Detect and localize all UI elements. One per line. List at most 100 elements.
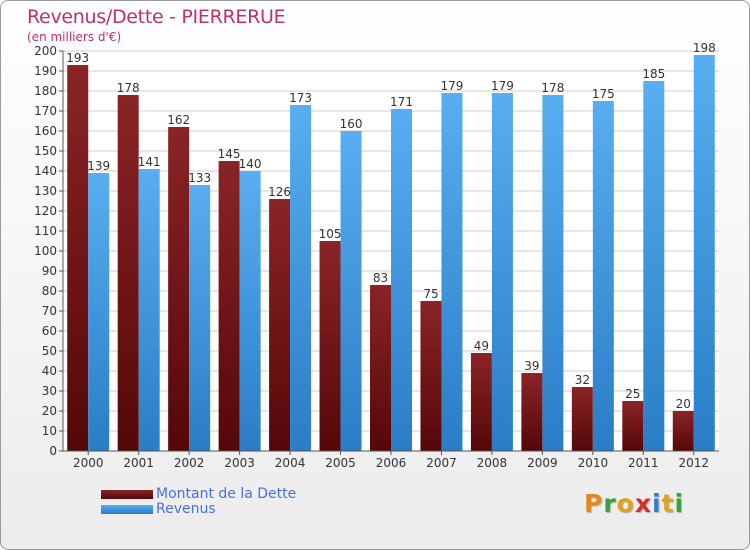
legend-swatch-debt (101, 490, 153, 499)
data-label-debt: 193 (66, 51, 89, 65)
bar-revenue (239, 171, 261, 451)
logo-letter: r (603, 489, 617, 518)
data-label-debt: 162 (167, 113, 190, 127)
bar-debt (672, 411, 694, 451)
y-tick-label: 20 (42, 404, 57, 418)
data-label-revenue: 179 (491, 79, 514, 93)
bar-revenue (491, 93, 513, 451)
bars (67, 55, 715, 451)
y-tick-label: 150 (34, 144, 57, 158)
bar-debt (420, 301, 442, 451)
y-tick-label: 30 (42, 384, 57, 398)
y-tick-label: 190 (34, 64, 57, 78)
x-tick-label: 2003 (224, 456, 255, 470)
bar-debt (622, 401, 644, 451)
x-tick-label: 2006 (376, 456, 407, 470)
bar-debt (168, 127, 190, 451)
bar-revenue (189, 185, 211, 451)
data-label-revenue: 173 (289, 91, 312, 105)
y-tick-label: 80 (42, 284, 57, 298)
y-tick-label: 120 (34, 204, 57, 218)
x-tick-label: 2004 (275, 456, 306, 470)
y-tick-label: 160 (34, 124, 57, 138)
x-tick-label: 2002 (174, 456, 205, 470)
bar-debt (269, 199, 291, 451)
bar-debt (117, 95, 139, 451)
x-tick-label: 2010 (578, 456, 609, 470)
y-tick-label: 10 (42, 424, 57, 438)
x-tick-label: 2000 (73, 456, 104, 470)
y-tick-label: 40 (42, 364, 57, 378)
logo-letter: i (652, 489, 662, 518)
data-label-debt: 49 (474, 339, 489, 353)
bar-revenue (592, 101, 614, 451)
logo-letter: P (584, 489, 604, 518)
x-tick-label: 2011 (628, 456, 659, 470)
y-tick-label: 60 (42, 324, 57, 338)
y-tick-label: 70 (42, 304, 57, 318)
bar-revenue (542, 95, 564, 451)
x-tick-label: 2012 (678, 456, 709, 470)
axes: 0 10 20 30 40 50 60 70 80 90 100 110 120 130 140 150 160… (34, 44, 719, 470)
proxiti-logo: Proxiti (584, 489, 684, 518)
y-tick-label: 200 (34, 44, 57, 58)
x-tick-label: 2001 (123, 456, 154, 470)
logo-letter: o (616, 489, 635, 518)
y-tick-label: 140 (34, 164, 57, 178)
data-label-debt: 32 (575, 373, 590, 387)
bar-revenue (643, 81, 665, 451)
bar-debt (470, 353, 492, 451)
bar-revenue (441, 93, 463, 451)
data-label-revenue: 185 (642, 67, 665, 81)
logo-letter: i (674, 489, 685, 518)
bar-revenue (391, 109, 412, 451)
data-label-revenue: 178 (541, 81, 564, 95)
y-tick-label: 180 (34, 84, 57, 98)
bar-debt (319, 241, 341, 451)
bar-revenue (340, 131, 362, 451)
y-tick-label: 130 (34, 184, 57, 198)
legend-label-revenue: Revenus (156, 501, 216, 517)
bar-debt (370, 285, 391, 451)
y-tick-label: 50 (42, 344, 57, 358)
bar-debt (67, 65, 89, 451)
y-tick-label: 100 (34, 244, 57, 258)
y-tick-label: 0 (49, 444, 57, 458)
data-label-revenue: 160 (340, 117, 363, 131)
x-tick-label: 2005 (325, 456, 356, 470)
data-label-debt: 20 (676, 397, 691, 411)
data-label-debt: 75 (423, 287, 438, 301)
data-label-revenue: 140 (239, 157, 262, 171)
data-label-debt: 145 (218, 147, 241, 161)
data-label-debt: 83 (373, 271, 388, 285)
bar-revenue (138, 169, 160, 451)
bar-debt (521, 373, 543, 451)
chart-title: Revenus/Dette - PIERRERUE (27, 6, 286, 28)
x-tick-label: 2008 (477, 456, 508, 470)
logo-letter: x (634, 489, 652, 518)
data-label-revenue: 179 (441, 79, 464, 93)
bar-revenue (88, 173, 110, 451)
bar-revenue (693, 55, 715, 451)
data-label-revenue: 171 (390, 95, 413, 109)
data-label-debt: 178 (117, 81, 140, 95)
bar-debt (571, 387, 593, 451)
legend-label-debt: Montant de la Dette (156, 486, 297, 502)
data-label-revenue: 133 (188, 171, 211, 185)
data-label-debt: 105 (319, 227, 342, 241)
data-label-revenue: 175 (592, 87, 615, 101)
y-tick-label: 110 (34, 224, 57, 238)
data-label-debt: 39 (524, 359, 539, 373)
data-label-revenue: 139 (87, 159, 110, 173)
data-label-revenue: 141 (138, 155, 161, 169)
logo-letter: t (661, 489, 675, 518)
data-label-revenue: 198 (693, 41, 716, 55)
bar-revenue (290, 105, 312, 451)
x-tick-label: 2007 (426, 456, 457, 470)
chart-subtitle: (en milliers d'€) (27, 30, 122, 44)
data-label-debt: 126 (268, 185, 291, 199)
y-tick-label: 90 (42, 264, 57, 278)
